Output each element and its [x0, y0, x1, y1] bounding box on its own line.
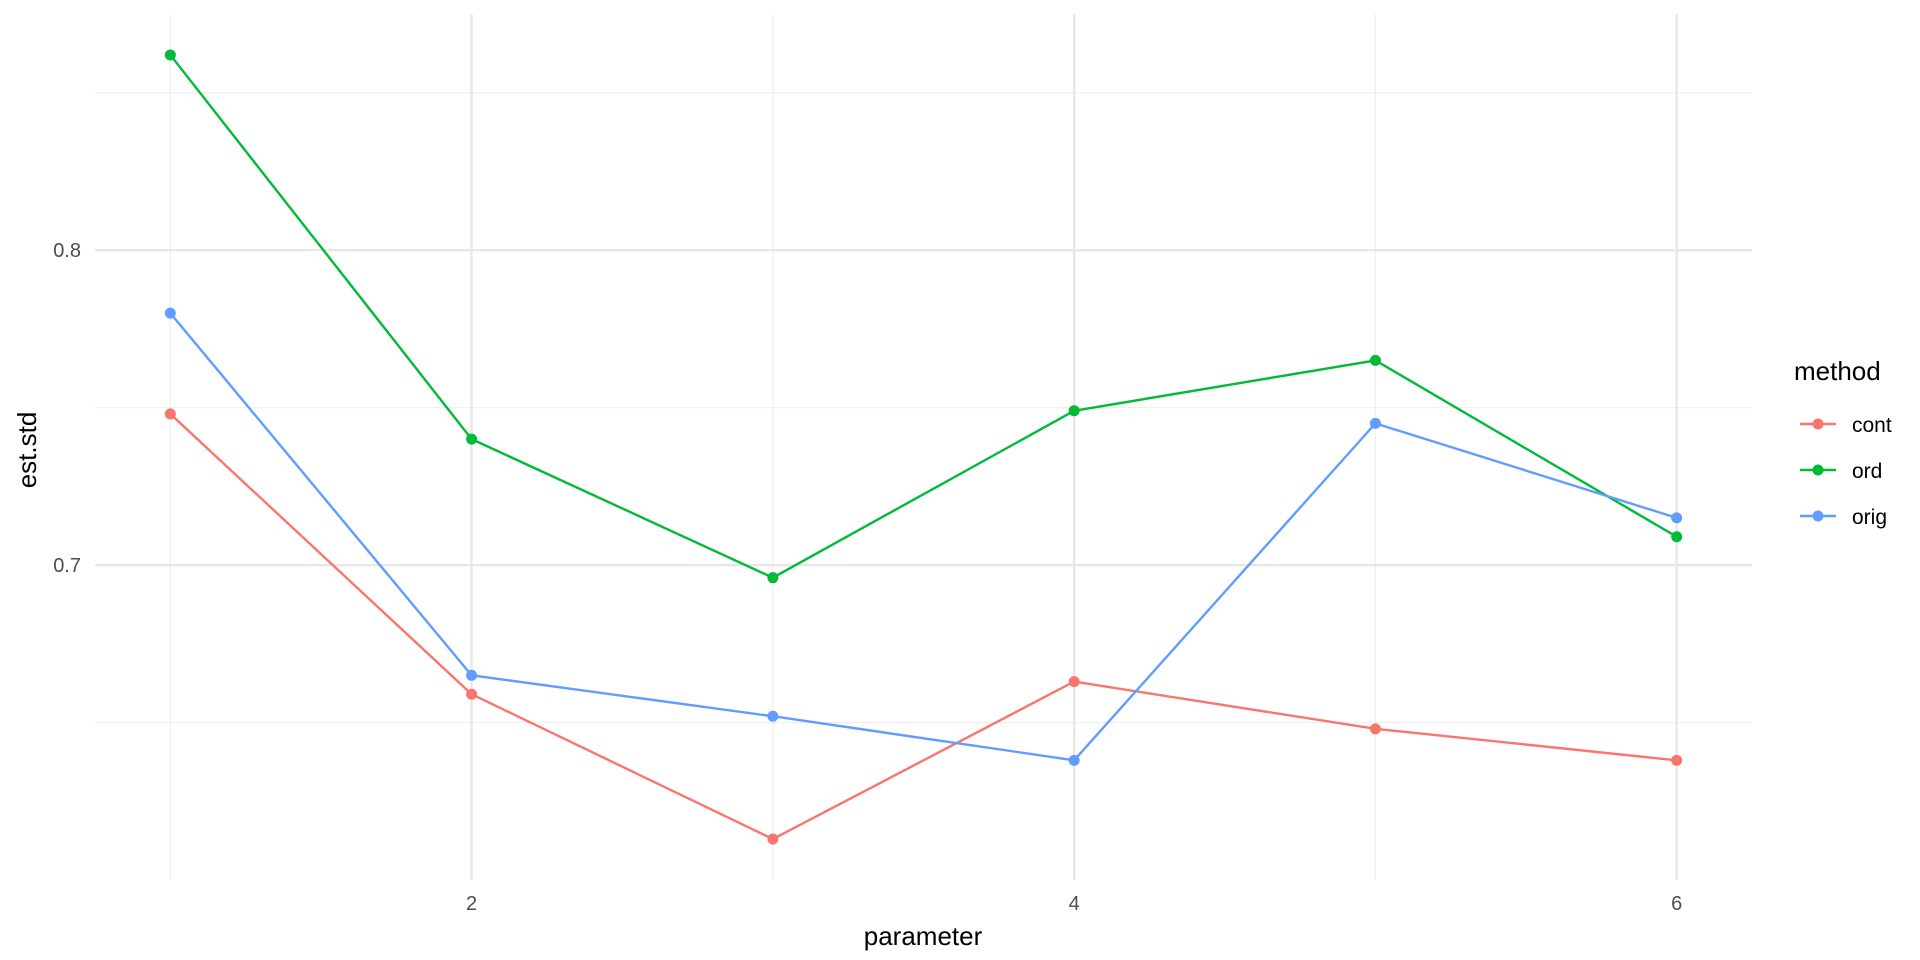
x-tick-label: 4 [1069, 893, 1080, 915]
legend-item-orig: orig [1800, 506, 1887, 529]
legend: method cont ord orig [1794, 356, 1892, 529]
legend-item-ord: ord [1800, 460, 1882, 483]
data-point-ord [767, 572, 779, 584]
y-tick-label: 0.8 [53, 240, 81, 262]
data-point-cont [1068, 676, 1080, 688]
grid [95, 14, 1752, 880]
series-line-orig [169, 312, 1678, 762]
data-point-orig [466, 669, 478, 681]
legend-item-cont: cont [1800, 414, 1892, 437]
data-point-ord [466, 433, 478, 445]
legend-key-point [1812, 418, 1824, 430]
data-point-orig [164, 307, 176, 319]
data-point-cont [767, 833, 779, 845]
x-tick-label: 6 [1671, 893, 1682, 915]
data-point-cont [1369, 723, 1381, 735]
legend-title: method [1794, 356, 1881, 386]
data-point-cont [1671, 754, 1683, 766]
legend-key-point [1812, 510, 1824, 522]
legend-label: orig [1852, 506, 1887, 529]
data-point-orig [1671, 512, 1683, 524]
series-lines [169, 54, 1678, 841]
x-axis-title: parameter [864, 921, 983, 951]
data-point-orig [767, 710, 779, 722]
y-axis-title: est.std [12, 412, 42, 489]
axis-ticks: 2 4 6 0.7 0.8 [53, 240, 1682, 915]
data-point-orig [1369, 417, 1381, 429]
data-point-orig [1068, 754, 1080, 766]
data-point-cont [164, 408, 176, 420]
legend-label: cont [1852, 414, 1892, 437]
data-point-ord [1068, 405, 1080, 417]
data-point-ord [1369, 354, 1381, 366]
data-point-ord [164, 49, 176, 61]
y-tick-label: 0.7 [53, 555, 81, 577]
legend-key-point [1812, 464, 1824, 476]
x-tick-label: 2 [466, 893, 477, 915]
series-line-cont [169, 413, 1677, 841]
data-points [164, 49, 1683, 845]
legend-label: ord [1852, 460, 1882, 483]
data-point-ord [1671, 531, 1683, 543]
data-point-cont [466, 688, 478, 700]
series-line-ord [169, 54, 1678, 579]
